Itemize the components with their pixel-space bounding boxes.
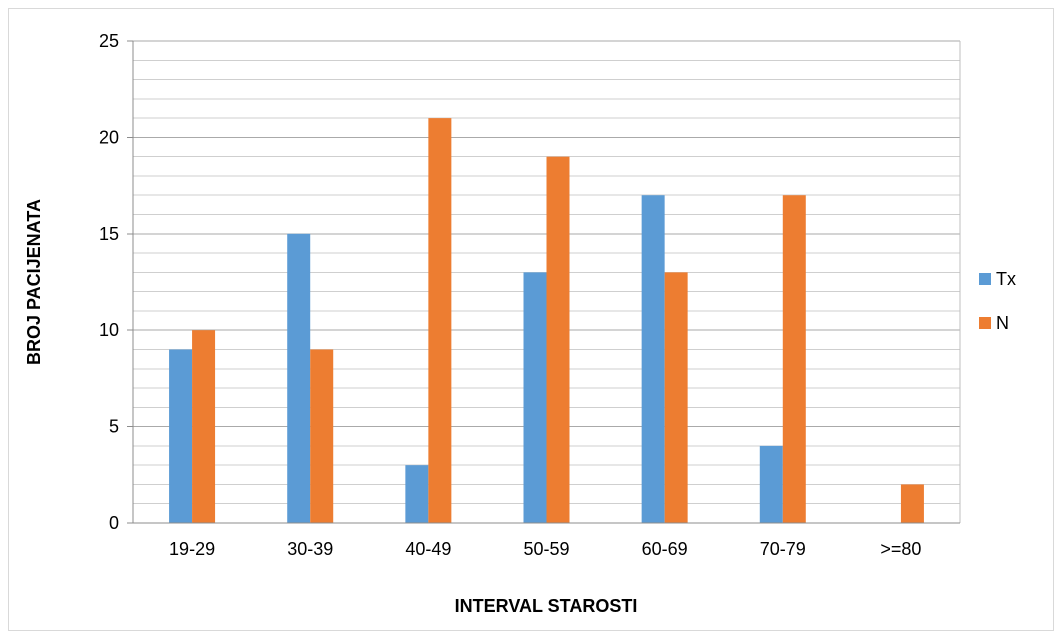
x-tick-label: >=80 (880, 539, 921, 559)
legend-label-tx: Tx (996, 269, 1016, 289)
y-tick-label: 5 (109, 417, 119, 437)
legend-swatch-tx (979, 273, 991, 285)
bar-n-6 (900, 484, 924, 523)
y-axis-title: BROJ PACIJENATA (24, 199, 44, 365)
bar-n-3 (546, 156, 570, 523)
y-tick-label: 25 (99, 31, 119, 51)
bar-tx-1 (287, 233, 311, 524)
bars (169, 118, 924, 524)
bar-n-2 (428, 118, 452, 524)
x-tick-label: 40-49 (405, 539, 451, 559)
y-tick-labels: 0 5 10 15 20 25 (99, 31, 119, 533)
legend-swatch-n (979, 317, 991, 329)
y-tick-label: 20 (99, 127, 119, 147)
bar-tx-4 (641, 195, 665, 524)
legend-label-n: N (996, 313, 1009, 333)
x-tick-labels: 19-29 30-39 40-49 50-59 60-69 70-79 >=80 (169, 539, 921, 559)
axes (127, 40, 961, 524)
y-tick-label: 0 (109, 513, 119, 533)
x-tick-label: 60-69 (642, 539, 688, 559)
x-tick-label: 30-39 (287, 539, 333, 559)
bar-n-4 (664, 272, 688, 523)
bar-n-5 (782, 195, 806, 524)
y-tick-label: 10 (99, 320, 119, 340)
bar-n-1 (310, 349, 334, 523)
y-tick-label: 15 (99, 224, 119, 244)
x-tick-label: 70-79 (760, 539, 806, 559)
x-tick-label: 19-29 (169, 539, 215, 559)
bar-tx-0 (169, 349, 193, 523)
x-tick-label: 50-59 (523, 539, 569, 559)
bar-tx-5 (759, 445, 783, 523)
bar-tx-2 (405, 465, 429, 523)
bar-n-0 (192, 330, 216, 523)
bar-tx-3 (523, 272, 547, 523)
legend: Tx N (979, 269, 1016, 333)
x-axis-title: INTERVAL STAROSTI (455, 596, 638, 616)
